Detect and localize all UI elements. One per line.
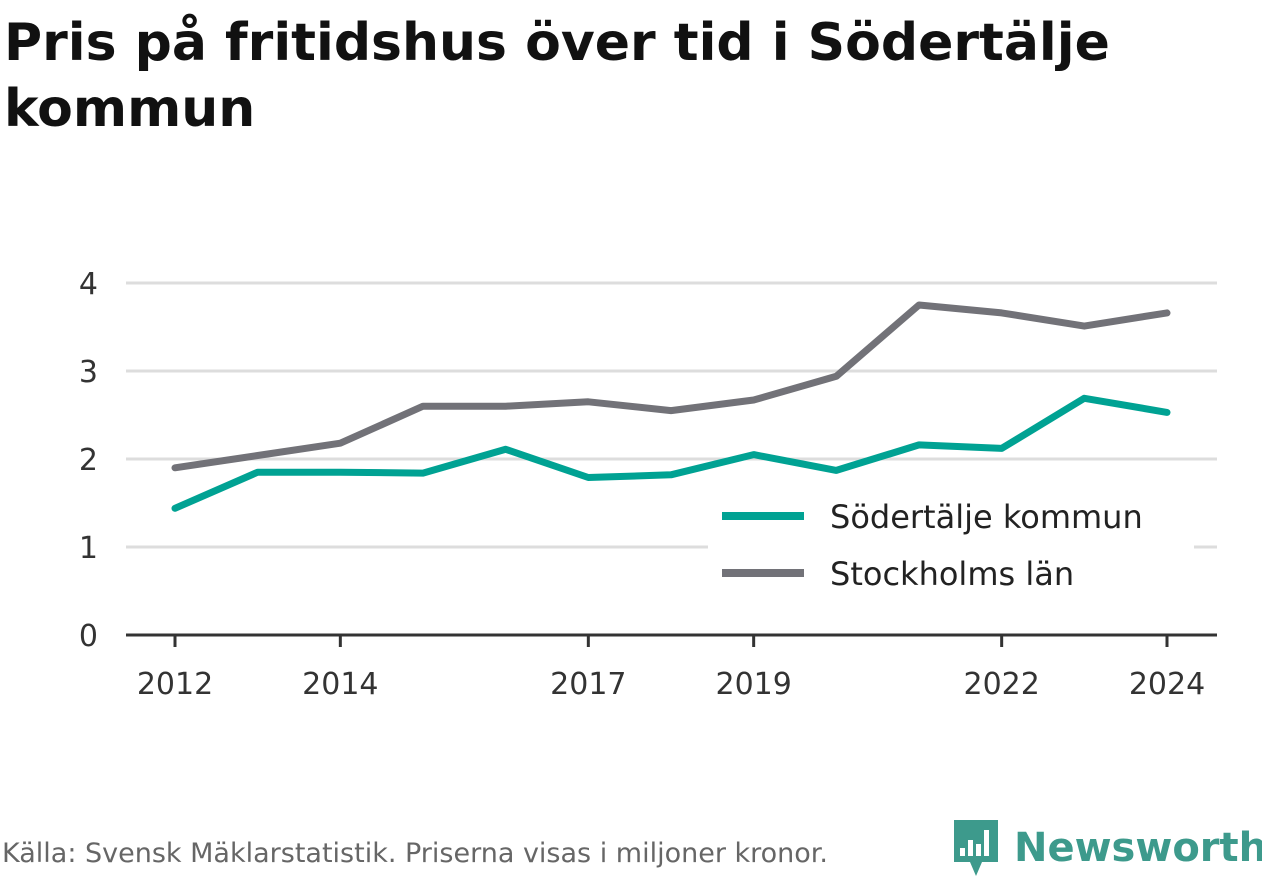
y-tick-label-2: 2	[79, 443, 98, 478]
legend: Södertälje kommun Stockholms län	[722, 498, 1143, 593]
x-tick-label-2019: 2019	[715, 667, 791, 702]
brand-name: Newsworthy	[1014, 825, 1262, 871]
y-tick-label-3: 3	[79, 355, 98, 390]
y-tick-label-1: 1	[79, 531, 98, 566]
y-tick-label-0: 0	[79, 619, 98, 654]
series-line-1	[171, 301, 1171, 472]
y-axis-ticks: 0 1 2 3 4	[79, 267, 98, 654]
brand-logo: Newsworthy	[952, 818, 1262, 878]
x-tick-label-2022: 2022	[963, 667, 1039, 702]
chart-title: Pris på fritidshus över tid i Södertälje…	[4, 13, 1110, 139]
x-tick-label-2012: 2012	[137, 667, 213, 702]
series-line-0	[171, 394, 1171, 512]
legend-label-1: Stockholms län	[830, 555, 1074, 593]
x-tick-label-2014: 2014	[302, 667, 378, 702]
y-tick-label-4: 4	[79, 267, 98, 302]
x-axis: 2012 2014 2017 2019 2022 2024	[126, 633, 1217, 702]
legend-background	[708, 492, 1194, 604]
bar-chart-icon	[954, 820, 998, 876]
legend-box	[708, 492, 1194, 604]
x-tick-label-2017: 2017	[550, 667, 626, 702]
legend-label-0: Södertälje kommun	[830, 498, 1143, 536]
x-tick-label-2024: 2024	[1129, 667, 1205, 702]
source-note: Källa: Svensk Mäklarstatistik. Priserna …	[2, 838, 829, 869]
series-lines	[171, 301, 1171, 512]
